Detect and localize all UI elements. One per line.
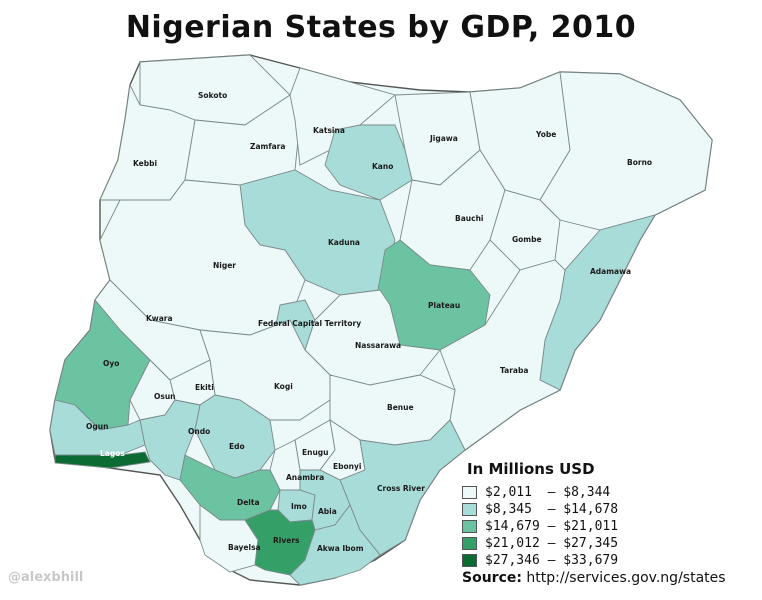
legend-item: $2,011 – $8,344 [462, 484, 618, 501]
label-ebonyi: Ebonyi [333, 462, 361, 471]
legend: In Millions USD $2,011 – $8,344 $8,345 –… [462, 460, 618, 569]
source-note: Source: http://services.gov.ng/states [462, 570, 726, 586]
label-katsina: Katsina [313, 126, 345, 135]
label-jigawa: Jigawa [429, 134, 458, 143]
label-anambra: Anambra [286, 473, 324, 482]
label-zamfara: Zamfara [250, 142, 285, 151]
legend-label: $27,346 – $33,679 [485, 553, 619, 568]
legend-item: $14,679 – $21,011 [462, 518, 618, 535]
label-kwara: Kwara [146, 314, 173, 323]
label-bayelsa: Bayelsa [228, 543, 261, 552]
legend-swatch [462, 537, 477, 550]
label-adamawa: Adamawa [590, 267, 631, 276]
label-kaduna: Kaduna [328, 238, 360, 247]
label-bauchi: Bauchi [455, 214, 483, 223]
label-kebbi: Kebbi [133, 159, 157, 168]
label-kano: Kano [372, 162, 393, 171]
legend-swatch [462, 554, 477, 567]
legend-label: $21,012 – $27,345 [485, 536, 619, 551]
label-ondo: Ondo [188, 427, 210, 436]
label-rivers: Rivers [273, 536, 300, 545]
label-oyo: Oyo [103, 359, 119, 368]
label-ogun: Ogun [86, 422, 108, 431]
label-imo: Imo [291, 502, 307, 511]
label-osun: Osun [154, 392, 176, 401]
label-lagos: Lagos [100, 449, 125, 458]
state-edo[interactable] [194, 394, 276, 479]
legend-label: $8,345 – $14,678 [485, 502, 619, 517]
label-niger: Niger [213, 261, 236, 270]
label-cross-river: Cross River [377, 484, 425, 493]
legend-item: $21,012 – $27,345 [462, 535, 618, 552]
label-akwa-ibom: Akwa Ibom [317, 544, 364, 553]
label-benue: Benue [387, 403, 414, 412]
legend-item: $8,345 – $14,678 [462, 501, 618, 518]
legend-swatch [462, 520, 477, 533]
legend-label: $14,679 – $21,011 [485, 519, 619, 534]
legend-item: $27,346 – $33,679 [462, 552, 618, 569]
label-sokoto: Sokoto [198, 91, 227, 100]
legend-title: In Millions USD [467, 460, 595, 478]
source-url[interactable]: http://services.gov.ng/states [526, 570, 726, 586]
label-yobe: Yobe [535, 130, 556, 139]
label-delta: Delta [237, 498, 260, 507]
state-akwa-ibom[interactable] [289, 504, 381, 586]
state-kano[interactable] [324, 124, 413, 201]
label-ekiti: Ekiti [195, 383, 214, 392]
legend-label: $2,011 – $8,344 [485, 485, 611, 500]
source-label: Source: [462, 570, 522, 586]
label-borno: Borno [627, 158, 652, 167]
label-plateau: Plateau [428, 301, 460, 310]
label-nassarawa: Nassarawa [355, 341, 401, 350]
watermark: @alexbhill [8, 570, 84, 585]
label-kogi: Kogi [274, 382, 293, 391]
state-lagos[interactable] [54, 451, 151, 469]
map-title: Nigerian States by GDP, 2010 [125, 10, 637, 45]
legend-swatch [462, 503, 477, 516]
label-edo: Edo [229, 442, 245, 451]
label-taraba: Taraba [500, 366, 528, 375]
legend-swatch [462, 486, 477, 499]
label-fct: Federal Capital Territory [258, 319, 361, 328]
label-abia: Abia [318, 507, 337, 516]
label-enugu: Enugu [302, 448, 329, 457]
label-gombe: Gombe [512, 235, 542, 244]
